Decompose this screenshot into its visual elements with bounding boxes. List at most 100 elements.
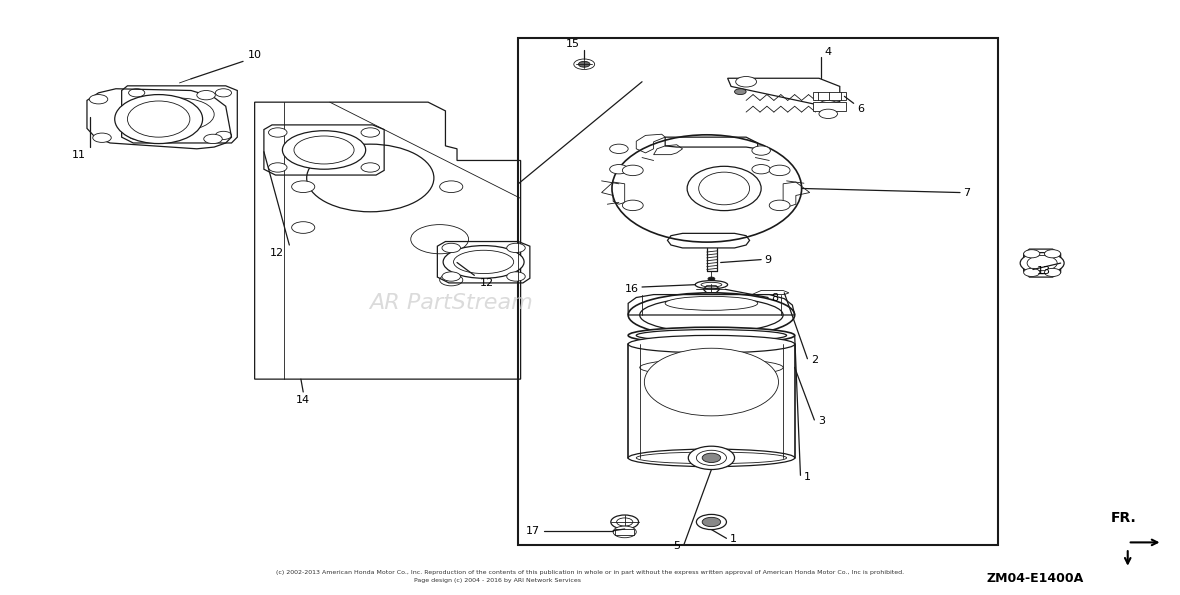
Circle shape: [819, 101, 838, 109]
Circle shape: [610, 165, 628, 174]
Circle shape: [506, 272, 525, 281]
Ellipse shape: [699, 172, 749, 205]
Text: 8: 8: [772, 293, 779, 303]
Circle shape: [1044, 268, 1061, 277]
Circle shape: [204, 134, 222, 143]
Ellipse shape: [1021, 253, 1064, 274]
Text: 10: 10: [248, 49, 262, 60]
Text: 3: 3: [818, 415, 825, 425]
Bar: [813, 102, 846, 111]
Circle shape: [617, 518, 632, 526]
Ellipse shape: [628, 327, 794, 343]
Circle shape: [440, 181, 463, 193]
Circle shape: [93, 133, 111, 142]
Ellipse shape: [640, 359, 784, 376]
Circle shape: [269, 163, 287, 172]
Text: FR.: FR.: [1110, 511, 1136, 525]
Ellipse shape: [640, 298, 784, 333]
Ellipse shape: [145, 98, 215, 131]
Bar: [518, 38, 998, 545]
Ellipse shape: [666, 296, 758, 311]
Text: 11: 11: [72, 150, 86, 160]
Ellipse shape: [453, 250, 513, 274]
Circle shape: [1024, 250, 1040, 258]
Text: 13: 13: [1036, 266, 1050, 276]
Ellipse shape: [444, 246, 524, 278]
Ellipse shape: [114, 95, 203, 143]
Circle shape: [578, 61, 590, 67]
Circle shape: [688, 446, 734, 469]
Text: 6: 6: [857, 105, 864, 114]
Ellipse shape: [636, 452, 787, 464]
Circle shape: [197, 90, 215, 100]
Circle shape: [129, 131, 145, 139]
Circle shape: [696, 450, 727, 465]
Ellipse shape: [307, 144, 434, 212]
Ellipse shape: [695, 281, 728, 289]
Circle shape: [735, 77, 756, 87]
Circle shape: [442, 272, 460, 281]
Circle shape: [361, 128, 380, 137]
Text: 7: 7: [964, 187, 971, 198]
Text: AR PartStream: AR PartStream: [369, 293, 533, 314]
Circle shape: [708, 277, 715, 281]
Text: 17: 17: [526, 526, 540, 536]
Circle shape: [610, 144, 628, 154]
Circle shape: [696, 515, 727, 530]
Circle shape: [819, 109, 838, 118]
Text: 15: 15: [565, 39, 579, 49]
Circle shape: [702, 517, 721, 527]
Circle shape: [291, 181, 315, 193]
Circle shape: [702, 453, 721, 462]
Ellipse shape: [628, 449, 794, 466]
Circle shape: [1044, 250, 1061, 258]
Circle shape: [752, 165, 771, 174]
Text: 1: 1: [804, 471, 811, 481]
Text: 4: 4: [825, 46, 832, 57]
Ellipse shape: [628, 336, 794, 353]
Circle shape: [769, 165, 791, 176]
Ellipse shape: [701, 283, 722, 287]
Text: (c) 2002-2013 American Honda Motor Co., Inc. Reproduction of the contents of thi: (c) 2002-2013 American Honda Motor Co., …: [276, 570, 904, 575]
Ellipse shape: [282, 131, 366, 169]
Circle shape: [129, 89, 145, 97]
Ellipse shape: [612, 135, 801, 242]
Text: 12: 12: [269, 248, 283, 258]
Text: Page design (c) 2004 - 2016 by ARI Network Services: Page design (c) 2004 - 2016 by ARI Netwo…: [414, 578, 581, 583]
Circle shape: [291, 222, 315, 233]
Text: 12: 12: [480, 278, 494, 288]
Ellipse shape: [411, 225, 468, 253]
Text: ZM04-E1400A: ZM04-E1400A: [986, 572, 1084, 585]
Circle shape: [752, 146, 771, 155]
Bar: [813, 92, 846, 101]
Circle shape: [622, 165, 643, 176]
Text: 14: 14: [296, 395, 310, 405]
Circle shape: [614, 526, 636, 538]
Circle shape: [573, 59, 595, 70]
Text: 5: 5: [674, 541, 680, 552]
Text: 9: 9: [765, 255, 772, 265]
Circle shape: [622, 200, 643, 211]
Circle shape: [506, 243, 525, 253]
Ellipse shape: [628, 293, 794, 337]
Circle shape: [361, 163, 380, 172]
Ellipse shape: [127, 101, 190, 137]
Circle shape: [1024, 268, 1040, 277]
Circle shape: [734, 89, 746, 95]
Circle shape: [269, 128, 287, 137]
Ellipse shape: [687, 166, 761, 211]
Text: 1: 1: [730, 534, 738, 544]
Text: 16: 16: [624, 284, 638, 294]
Circle shape: [442, 243, 460, 253]
Circle shape: [611, 515, 638, 529]
Ellipse shape: [644, 348, 779, 416]
Text: 2: 2: [811, 355, 818, 365]
Ellipse shape: [1027, 255, 1057, 271]
Circle shape: [215, 131, 231, 139]
Ellipse shape: [294, 136, 354, 164]
Ellipse shape: [636, 330, 787, 342]
Circle shape: [440, 274, 463, 286]
Circle shape: [90, 95, 107, 104]
Circle shape: [769, 200, 791, 211]
Circle shape: [215, 89, 231, 97]
